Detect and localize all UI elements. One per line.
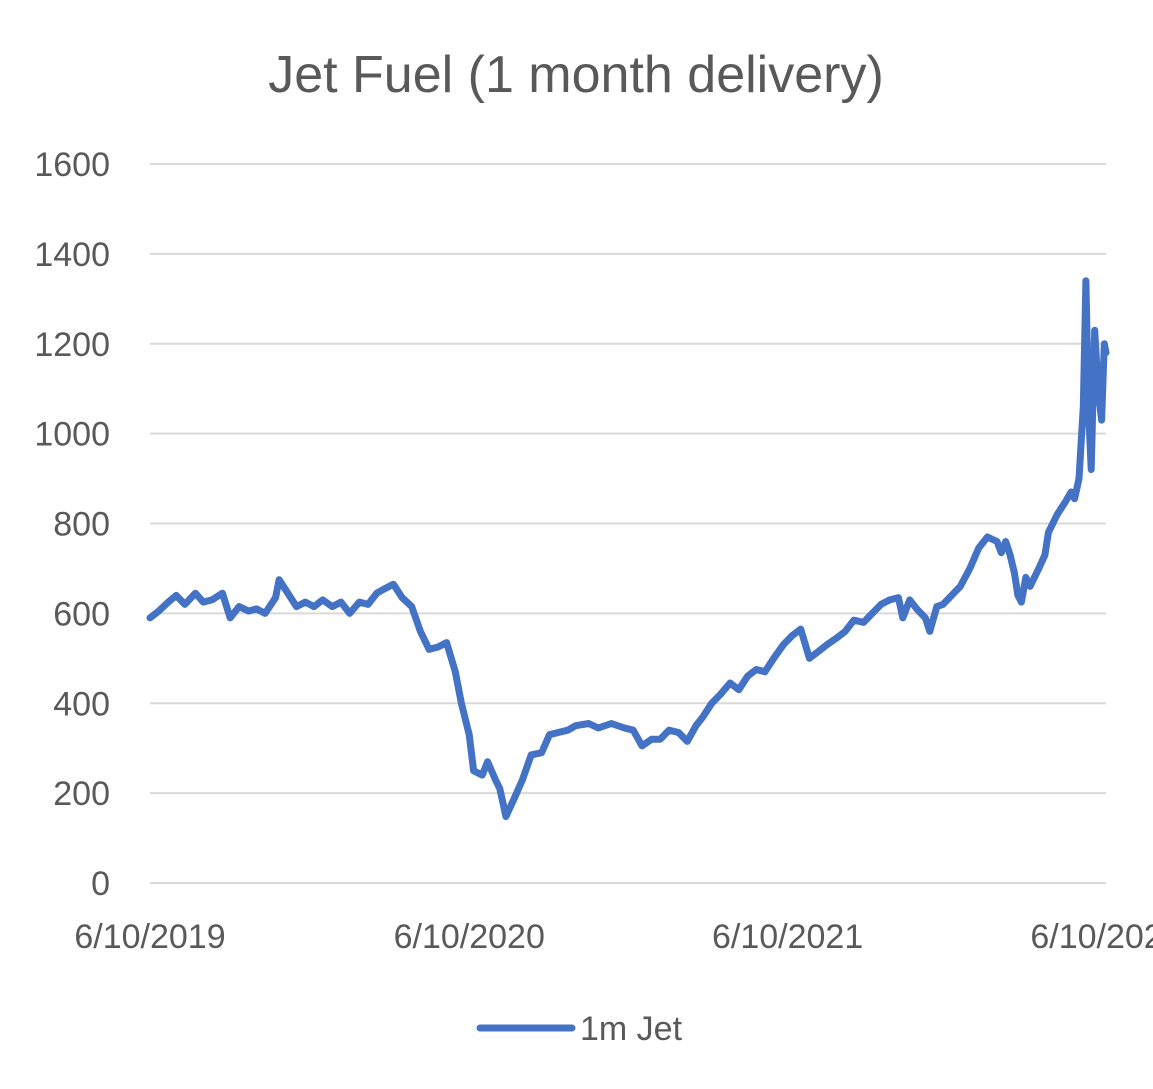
- y-tick-label-800: 800: [53, 506, 110, 544]
- y-tick-label-400: 400: [53, 685, 110, 723]
- y-tick-label-1000: 1000: [34, 416, 110, 454]
- gridlines: [150, 163, 1106, 795]
- y-tick-label-1200: 1200: [34, 326, 110, 364]
- y-tick-label-0: 0: [91, 865, 110, 903]
- x-tick-label-6-10-2021: 6/10/2021: [712, 918, 863, 956]
- x-tick-label-6-10-2019: 6/10/2019: [74, 918, 225, 956]
- legend-label-1m-jet: 1m Jet: [580, 1010, 683, 1048]
- y-tick-label-1600: 1600: [34, 146, 110, 184]
- y-tick-label-600: 600: [53, 595, 110, 633]
- x-tick-label-6-10-2020: 6/10/2020: [394, 918, 545, 956]
- series-line-1m-jet: [146, 277, 1110, 820]
- y-tick-label-1400: 1400: [34, 236, 110, 274]
- legend: 1m Jet: [476, 1010, 683, 1048]
- y-tick-label-200: 200: [53, 775, 110, 813]
- y-axis-tick-labels: 0 200 400 600 800 1000 1200 1400 1600: [34, 146, 110, 903]
- chart-title: Jet Fuel (1 month delivery): [268, 46, 884, 104]
- x-tick-label-6-10-2022: 6/10/2022: [1030, 918, 1153, 956]
- x-axis-tick-labels: 6/10/2019 6/10/2020 6/10/2021 6/10/2022: [74, 918, 1153, 956]
